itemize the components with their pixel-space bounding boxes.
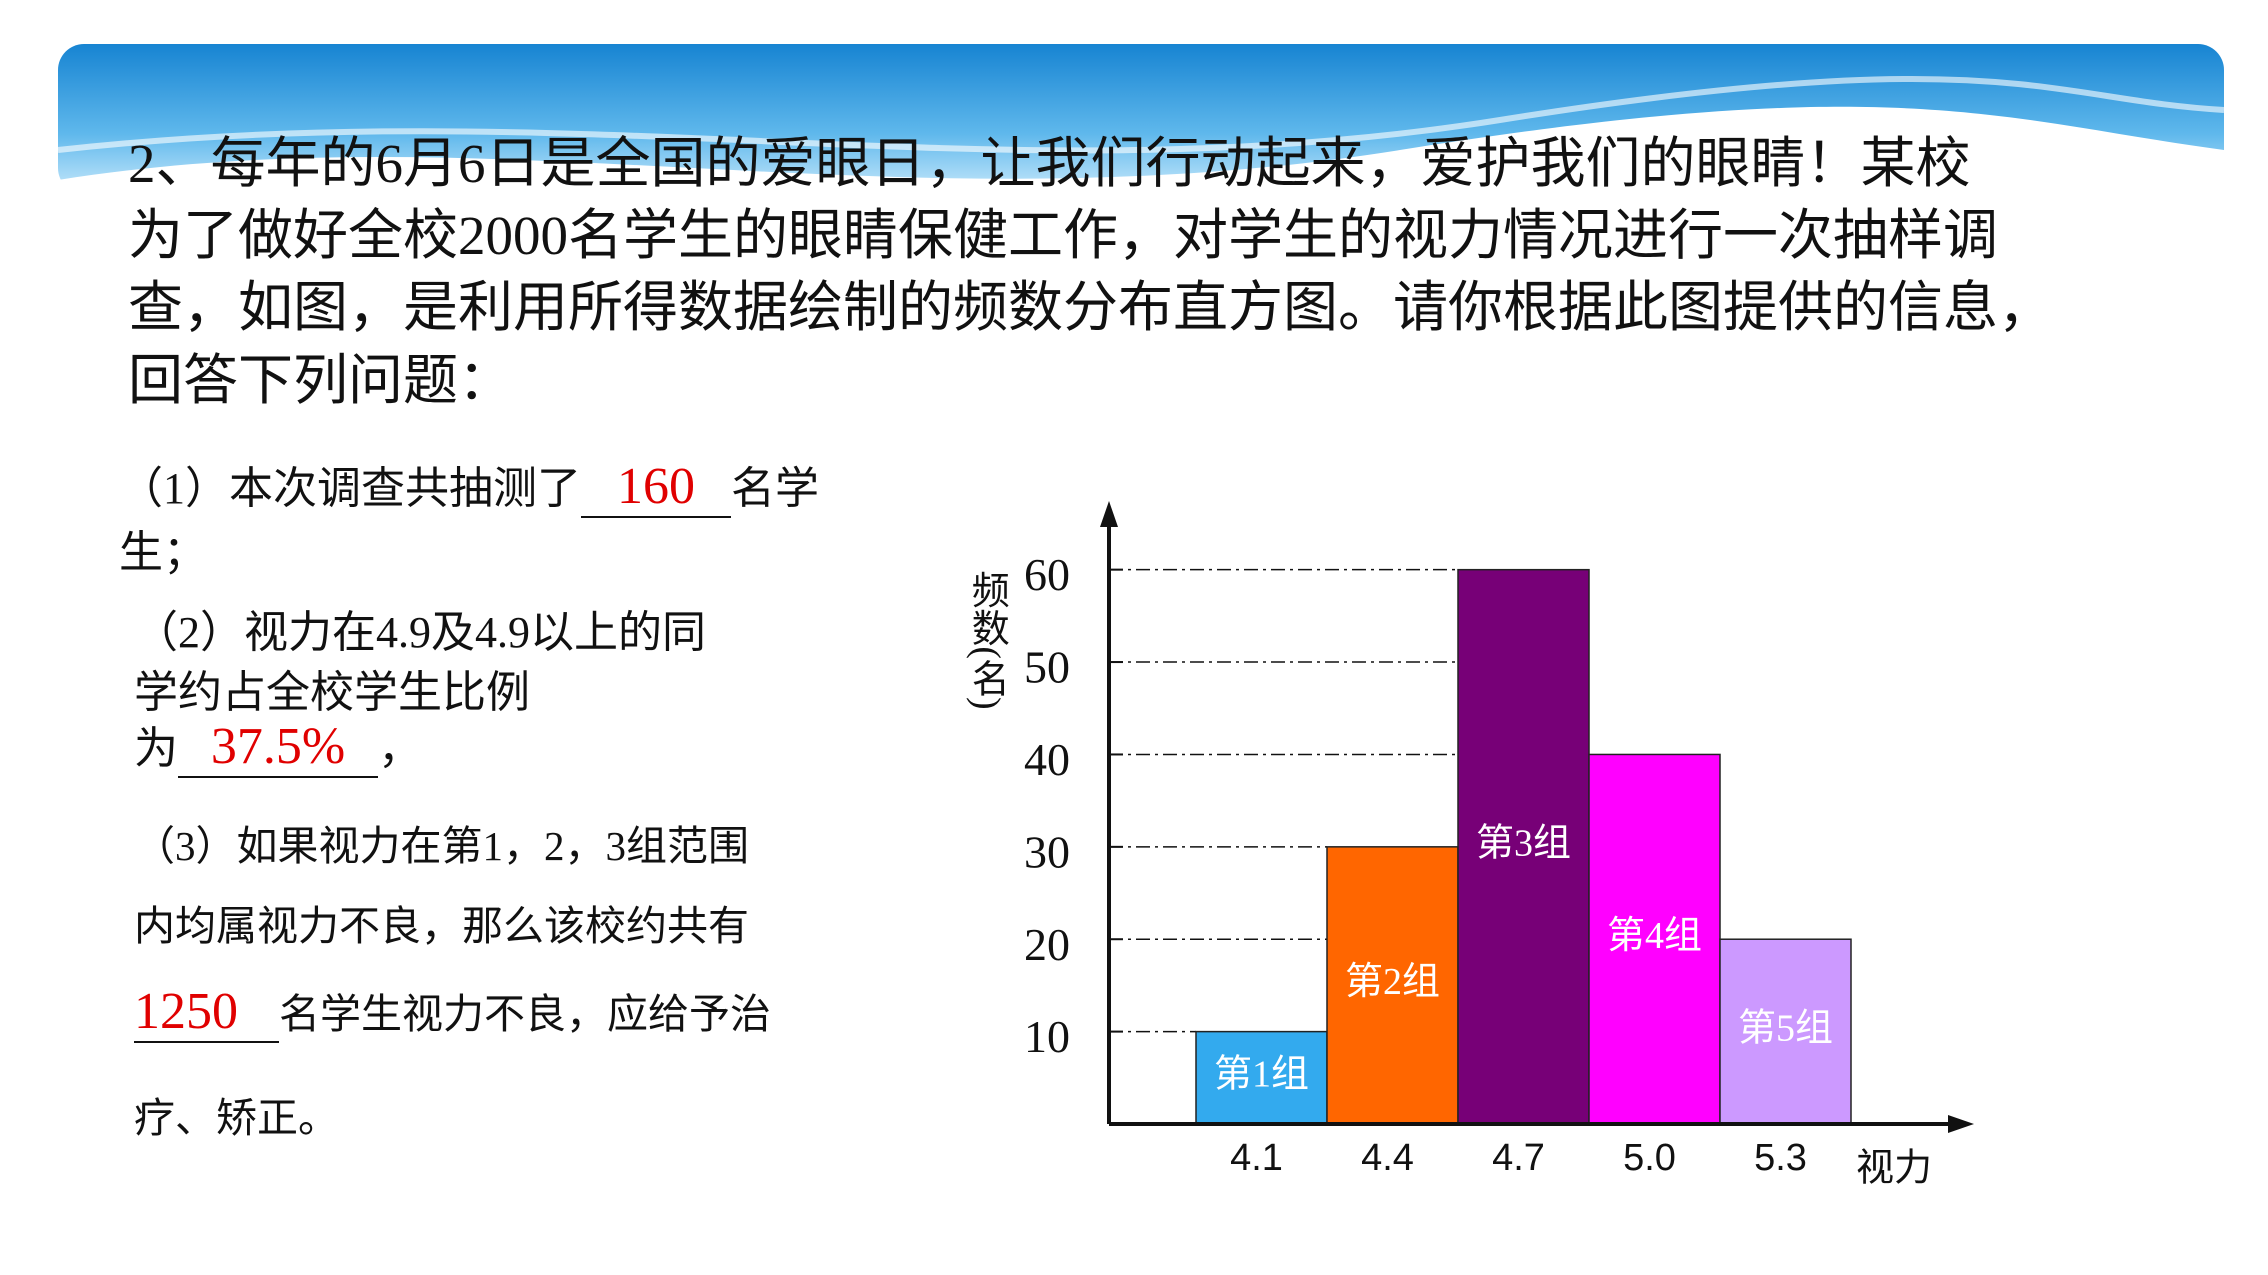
question-line: 生；: [119, 528, 207, 577]
x-tick-label: 5.0: [1623, 1137, 1676, 1179]
x-tick-label: 4.7: [1492, 1137, 1545, 1179]
group-label: 第1组: [1214, 1054, 1309, 1096]
answer: 160: [581, 458, 731, 518]
header-wave-line: [57, 76, 2225, 154]
problem-line: 为了做好全校2000名学生的眼睛保健工作，对学生的视力情况进行一次抽样调: [128, 205, 1999, 266]
bar: [1719, 938, 1852, 1125]
bar: [1195, 1030, 1328, 1125]
question-text: 名学生视力不良，应给予治: [279, 991, 771, 1037]
question-text: ，: [378, 724, 422, 773]
answer: 1250: [134, 983, 279, 1043]
group-label: 第5组: [1738, 1007, 1833, 1049]
group-label: 第3组: [1476, 823, 1571, 865]
y-axis-label: 频数(名): [965, 570, 1008, 709]
y-axis-arrow: [1100, 501, 1118, 527]
x-axis-label: 视力: [1856, 1148, 1932, 1190]
question-line: 学约占全校学生比例: [134, 668, 530, 717]
y-tick-label: 10: [1024, 1011, 1070, 1062]
x-tick-label: 4.1: [1230, 1137, 1283, 1179]
question-line: 内均属视力不良，那么该校约共有: [134, 903, 749, 949]
y-tick-label: 30: [1024, 826, 1070, 877]
bar: [1457, 568, 1590, 1125]
question-text: （1）本次调查共抽测了: [119, 464, 581, 513]
y-tick-label: 50: [1024, 642, 1070, 693]
question-line: 1250 名学生视力不良，应给予治: [134, 980, 771, 1043]
x-axis-arrow: [1948, 1115, 1974, 1133]
question-text: 名学: [731, 464, 819, 513]
header-wave: [58, 106, 2224, 200]
group-label: 第4组: [1607, 915, 1702, 957]
problem-line: 回答下列问题：: [128, 350, 514, 411]
question-line: （2）视力在4.9及4.9以上的同: [134, 608, 706, 657]
bar: [1326, 846, 1459, 1125]
y-tick-label: 40: [1024, 734, 1070, 785]
question-line: 为 37.5%，: [134, 712, 422, 778]
x-tick-label: 4.4: [1361, 1137, 1414, 1179]
group-label: 第2组: [1345, 961, 1440, 1003]
x-tick-label: 5.3: [1754, 1137, 1807, 1179]
question-line: 疗、矫正。: [134, 1095, 339, 1141]
problem-line: 查，如图，是利用所得数据绘制的频数分布直方图。请你根据此图提供的信息，: [128, 277, 2054, 338]
question-line: （1）本次调查共抽测了 160 名学: [119, 452, 819, 518]
answer: 37.5%: [178, 718, 378, 778]
question-line: （3）如果视力在第1，2，3组范围: [134, 823, 749, 869]
question-text: 为: [134, 724, 178, 773]
y-tick-label: 20: [1024, 919, 1070, 970]
problem-line: 2、每年的6月6日是全国的爱眼日，让我们行动起来，爱护我们的眼睛！某校: [128, 133, 1971, 194]
y-tick-label: 60: [1024, 549, 1070, 600]
